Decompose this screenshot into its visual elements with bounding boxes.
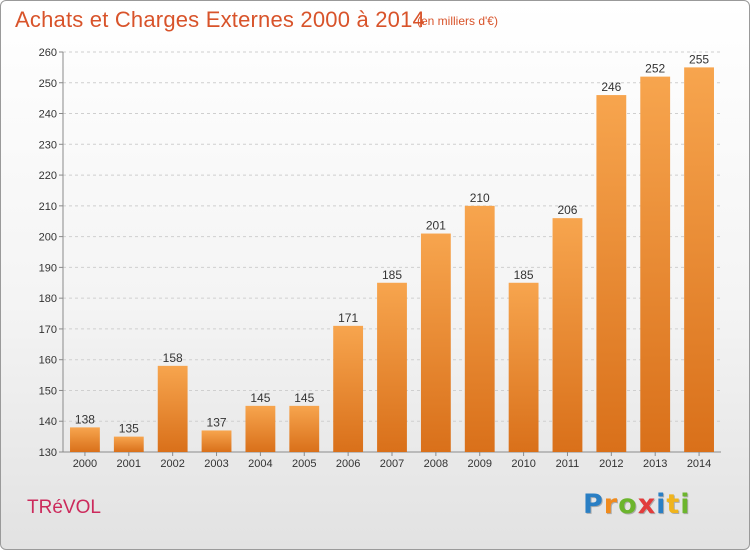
y-tick-label: 180 <box>39 293 57 305</box>
bar <box>157 365 188 452</box>
x-tick-label: 2004 <box>248 458 272 470</box>
data-label: 210 <box>470 191 490 205</box>
y-tick-label: 160 <box>39 355 57 367</box>
x-tick-label: 2003 <box>204 458 228 470</box>
labels: 130 140 150 160 170 180 190 200 210 220 230 240 250 2… <box>39 47 712 470</box>
bar <box>596 95 627 453</box>
data-label: 138 <box>75 412 95 426</box>
bar <box>333 325 364 452</box>
bar <box>289 405 320 452</box>
bars <box>70 67 714 453</box>
data-label: 145 <box>294 391 314 405</box>
logo-letter: P <box>583 489 604 520</box>
logo-letter: i <box>656 489 667 520</box>
x-tick-label: 2006 <box>336 458 360 470</box>
y-tick-label: 190 <box>39 262 57 274</box>
bar <box>508 282 539 452</box>
y-tick-label: 220 <box>39 170 57 182</box>
bar <box>420 233 451 452</box>
chart-title: Achats et Charges Externes 2000 à 2014 <box>15 7 425 32</box>
proxiti-logo: Proxiti <box>583 489 691 520</box>
y-tick-label: 210 <box>39 201 57 213</box>
x-tick-label: 2008 <box>424 458 448 470</box>
x-tick-label: 2007 <box>380 458 404 470</box>
y-tick-label: 140 <box>39 416 57 428</box>
bar <box>201 430 232 452</box>
data-label: 201 <box>426 219 446 233</box>
bar <box>684 67 714 452</box>
y-tick-label: 260 <box>39 47 57 59</box>
data-label: 185 <box>514 268 534 282</box>
data-label: 206 <box>557 203 577 217</box>
bar <box>464 205 495 452</box>
x-tick-label: 2012 <box>599 458 623 470</box>
data-label: 135 <box>119 422 139 436</box>
y-tick-label: 150 <box>39 385 57 397</box>
commune-name: TRéVOL <box>27 497 101 518</box>
bar <box>377 282 407 452</box>
data-label: 246 <box>601 80 621 94</box>
bar <box>245 405 276 452</box>
bar <box>640 76 671 452</box>
bar <box>113 436 144 452</box>
x-tick-label: 2001 <box>117 458 141 470</box>
x-tick-label: 2010 <box>511 458 535 470</box>
x-tick-label: 2014 <box>687 458 711 470</box>
logo-letter: t <box>666 489 681 520</box>
data-label: 255 <box>689 52 709 66</box>
x-tick-label: 2005 <box>292 458 316 470</box>
y-tick-label: 240 <box>39 109 57 121</box>
y-tick-label: 250 <box>39 78 57 90</box>
data-label: 137 <box>207 415 227 429</box>
y-tick-label: 130 <box>39 447 57 459</box>
data-label: 158 <box>163 351 183 365</box>
logo-letter: x <box>637 489 657 520</box>
data-label: 145 <box>250 391 270 405</box>
bar <box>70 427 100 452</box>
data-label: 185 <box>382 268 402 282</box>
data-label: 252 <box>645 62 665 76</box>
data-label: 171 <box>338 311 358 325</box>
x-tick-label: 2002 <box>160 458 184 470</box>
x-tick-label: 2000 <box>73 458 97 470</box>
logo-letter: r <box>603 489 619 520</box>
y-tick-label: 200 <box>39 232 57 244</box>
logo-letter: o <box>618 489 638 520</box>
y-tick-label: 230 <box>39 139 57 151</box>
x-tick-label: 2009 <box>467 458 491 470</box>
bar <box>552 218 583 452</box>
logo-letter: i <box>680 489 691 520</box>
x-tick-label: 2011 <box>556 458 580 470</box>
y-tick-label: 170 <box>39 324 57 336</box>
x-tick-label: 2013 <box>643 458 667 470</box>
chart-subtitle: (en milliers d'€) <box>417 14 498 28</box>
